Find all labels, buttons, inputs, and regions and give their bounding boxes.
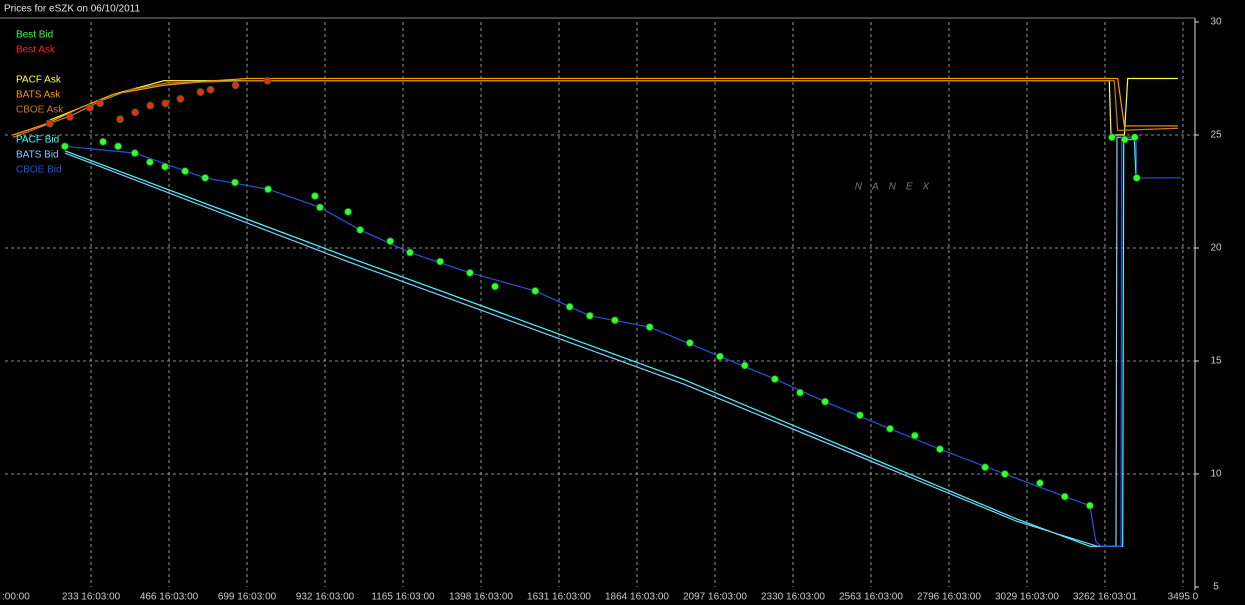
price-marker — [263, 76, 272, 85]
chart-title: Prices for eSZK on 06/10/2011 — [4, 4, 140, 15]
price-marker — [130, 149, 139, 157]
price-marker — [161, 99, 170, 108]
x-tick-label: 233 16:03:00 — [62, 592, 121, 603]
price-line — [12, 77, 1178, 136]
price-marker — [176, 94, 185, 103]
x-tick-label: 1398 16:03:00 — [449, 592, 513, 603]
y-tick-label: 5 — [1213, 582, 1219, 593]
price-marker — [1132, 174, 1141, 182]
price-marker — [531, 287, 540, 295]
x-tick-label: 2563 16:03:00 — [839, 592, 903, 603]
x-tick-label: 1864 16:03:00 — [605, 592, 669, 603]
price-marker — [161, 162, 169, 171]
legend-entry: PACF Ask — [16, 75, 62, 86]
price-marker — [645, 323, 654, 332]
price-marker — [936, 445, 944, 454]
price-marker — [910, 431, 919, 440]
legend-entry: CBOE Ask — [16, 105, 64, 116]
price-marker — [61, 142, 69, 151]
y-tick-label: 15 — [1210, 356, 1222, 367]
price-marker — [436, 257, 445, 266]
legend-entry: Best Bid — [16, 30, 53, 41]
legend-entry: CBOE Bid — [16, 165, 62, 176]
price-marker — [231, 81, 240, 90]
price-marker — [201, 174, 210, 182]
price-marker — [45, 119, 54, 128]
price-marker — [206, 85, 215, 94]
price-marker — [740, 361, 749, 370]
price-marker — [66, 113, 74, 121]
y-tick-label: 20 — [1210, 243, 1222, 254]
y-tick-label: 10 — [1210, 469, 1222, 480]
price-marker — [1108, 133, 1116, 142]
price-marker — [146, 101, 155, 110]
x-tick-label: 2097 16:03:00 — [683, 592, 747, 603]
x-tick-label: 3262 16:03:01 — [1073, 592, 1137, 603]
price-marker — [685, 339, 694, 347]
price-line — [64, 136, 1132, 547]
price-marker — [311, 192, 319, 200]
price-marker — [771, 375, 779, 383]
x-tick-label: :00:00 — [2, 592, 30, 603]
price-marker — [96, 99, 104, 108]
y-tick-label: 30 — [1210, 17, 1222, 28]
price-marker — [1000, 470, 1009, 478]
price-marker — [565, 302, 574, 311]
price-marker — [356, 226, 365, 234]
price-marker — [1130, 133, 1139, 142]
price-marker — [406, 248, 414, 257]
watermark: NANEX — [855, 182, 939, 193]
x-tick-label: 1631 16:03:00 — [527, 592, 591, 603]
x-tick-label: 932 16:03:00 — [296, 592, 355, 603]
price-marker — [231, 178, 239, 187]
price-marker — [316, 203, 324, 212]
price-marker — [491, 282, 499, 291]
x-tick-label: 2796 16:03:00 — [917, 592, 981, 603]
price-marker — [610, 316, 619, 325]
price-marker — [981, 463, 990, 472]
x-tick-label: 699 16:03:00 — [218, 592, 277, 603]
price-marker — [386, 237, 395, 246]
price-marker — [99, 137, 107, 146]
price-marker — [856, 411, 864, 420]
price-marker — [1085, 501, 1094, 510]
price-marker — [585, 311, 594, 320]
legend-entry: PACF Bid — [16, 135, 59, 146]
price-marker — [86, 103, 94, 112]
x-tick-label: 3495 0 — [1168, 592, 1199, 603]
price-marker — [344, 207, 353, 216]
price-marker — [114, 142, 123, 151]
price-marker — [264, 185, 273, 194]
y-tick-label: 25 — [1210, 130, 1222, 141]
price-marker — [466, 268, 474, 277]
price-marker — [116, 115, 125, 124]
price-line — [12, 80, 1178, 138]
price-marker — [181, 167, 189, 176]
x-tick-label: 2330 16:03:00 — [761, 592, 825, 603]
price-marker — [146, 158, 154, 167]
price-marker — [886, 424, 894, 433]
price-marker — [796, 388, 804, 397]
price-marker — [1036, 479, 1044, 487]
price-marker — [716, 352, 724, 361]
x-tick-label: 3029 16:03:00 — [995, 592, 1059, 603]
legend-entry: BATS Bid — [16, 150, 59, 161]
legend-entry: BATS Ask — [16, 90, 61, 101]
price-marker — [821, 397, 830, 406]
price-marker — [196, 88, 205, 96]
price-marker — [1120, 135, 1129, 144]
legend-entry: Best Ask — [16, 45, 56, 56]
x-tick-label: 466 16:03:00 — [140, 592, 199, 603]
price-line — [64, 138, 1137, 547]
price-marker — [131, 108, 140, 117]
x-tick-label: 1165 16:03:00 — [371, 592, 435, 603]
price-marker — [1060, 492, 1069, 501]
